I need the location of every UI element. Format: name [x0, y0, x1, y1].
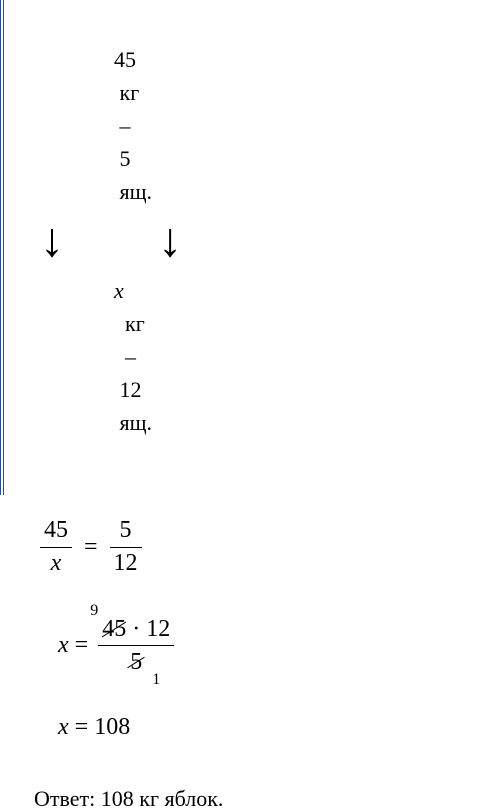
line1-dash: – — [120, 113, 131, 138]
calc-lhs: x — [58, 632, 69, 659]
calculation-step: x = 9 45 · 12 5 1 — [58, 617, 500, 674]
line1-value: 45 — [114, 47, 136, 72]
line1-unit: кг — [120, 80, 140, 105]
frac-left-den: x — [47, 550, 66, 578]
line1-qty: 5 — [120, 146, 131, 171]
line2-qty: 12 — [120, 377, 142, 402]
proportion-setup: ↓ 45 кг – 5 ящ. x кг – 12 ящ. ↓ — [34, 10, 500, 472]
setup-lines: 45 кг – 5 ящ. x кг – 12 ящ. — [70, 10, 152, 472]
multiply-dot: · — [132, 616, 140, 642]
calc-denominator: 5 1 — [126, 650, 146, 674]
fraction-right: 5 12 — [110, 517, 142, 577]
down-arrow-icon: ↓ — [158, 217, 182, 265]
calc-num-b: 12 — [146, 616, 170, 642]
fraction-left: 45 x — [40, 517, 72, 577]
equals-sign: = — [75, 714, 89, 740]
worked-example: ↓ 45 кг – 5 ящ. x кг – 12 ящ. ↓ 45 x — [0, 0, 500, 495]
result-lhs: x — [58, 714, 69, 740]
frac-left-num: 45 — [40, 517, 72, 545]
answer-label: Ответ: — [34, 786, 95, 811]
cancelled-5: 5 — [130, 650, 142, 674]
cancelled-45: 45 — [102, 617, 126, 641]
line2-obj: ящ. — [120, 410, 153, 435]
line2-dash: – — [125, 344, 136, 369]
line1-obj: ящ. — [120, 179, 153, 204]
result-value: 108 — [94, 714, 130, 740]
frac-right-den: 12 — [110, 550, 142, 578]
setup-line-1: 45 кг – 5 ящ. — [70, 10, 152, 241]
equals-sign: = — [75, 632, 89, 659]
result-line: x = 108 — [58, 714, 500, 741]
setup-line-2: x кг – 12 ящ. — [70, 241, 152, 472]
line2-var: x — [114, 278, 124, 303]
calc-numerator: 9 45 · 12 — [98, 617, 174, 641]
cancel-result-bot: 1 — [152, 672, 160, 688]
line2-unit: кг — [125, 311, 145, 336]
fraction-bar — [98, 645, 174, 646]
down-arrow-icon: ↓ — [40, 217, 64, 265]
proportion-equation: 45 x = 5 12 — [40, 517, 500, 577]
frac-right-num: 5 — [116, 517, 136, 545]
cancel-result-top: 9 — [90, 603, 98, 619]
calc-fraction: 9 45 · 12 5 1 — [98, 617, 174, 674]
fraction-bar — [110, 547, 142, 548]
answer-text: 108 кг яблок. — [101, 786, 224, 811]
equals-sign: = — [84, 534, 98, 561]
answer-line: Ответ: 108 кг яблок. — [34, 786, 500, 812]
fraction-bar — [40, 547, 72, 548]
